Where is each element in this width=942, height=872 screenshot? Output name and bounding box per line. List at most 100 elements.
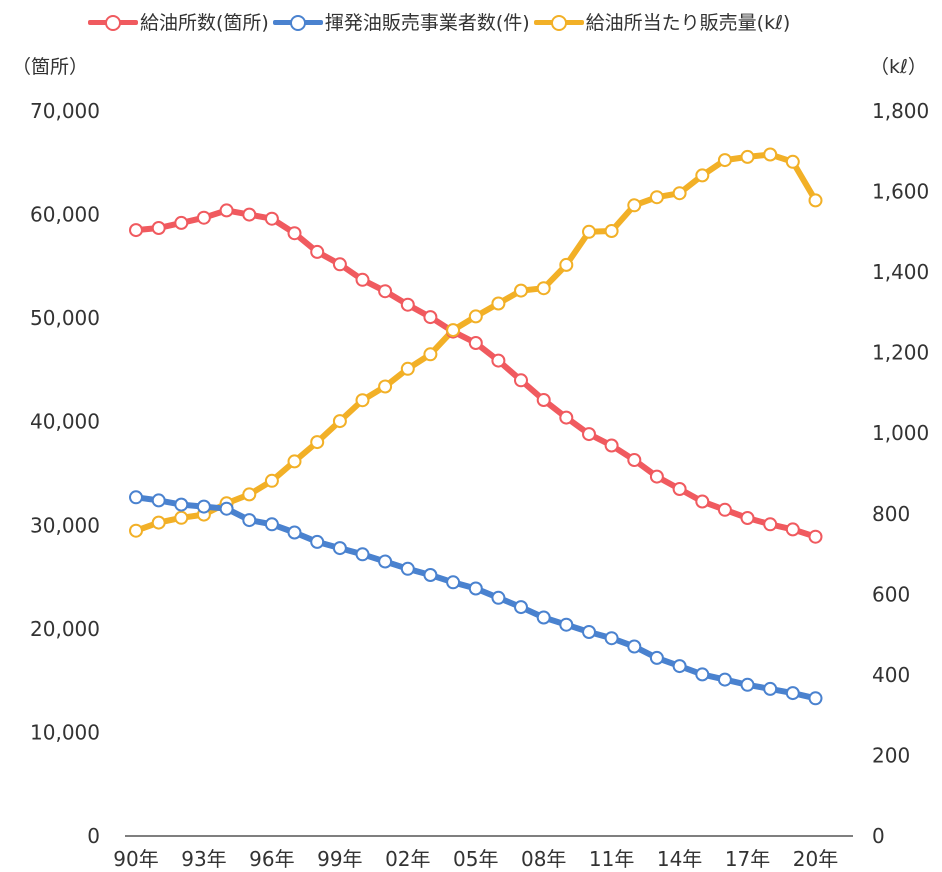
x-axis-ticks: 90年 93年 96年 99年 02年 05年 08年 11年 14年 17年 20年 bbox=[113, 847, 838, 871]
data-point bbox=[174, 510, 189, 525]
data-point bbox=[310, 534, 325, 549]
data-point bbox=[423, 568, 438, 582]
data-point bbox=[604, 438, 619, 453]
data-point bbox=[242, 487, 257, 502]
x-tick-label: 02年 bbox=[385, 847, 430, 871]
data-point bbox=[582, 224, 596, 239]
data-point bbox=[264, 473, 279, 488]
series-group bbox=[129, 147, 823, 706]
left-tick-label: 40,000 bbox=[30, 410, 100, 434]
data-point bbox=[355, 547, 370, 562]
right-tick-label: 1,400 bbox=[872, 260, 929, 284]
data-point bbox=[378, 554, 393, 569]
right-tick-label: 1,600 bbox=[872, 180, 929, 204]
data-point bbox=[536, 281, 551, 296]
data-point bbox=[740, 149, 755, 164]
data-point bbox=[559, 617, 574, 632]
data-point bbox=[151, 515, 166, 530]
data-point bbox=[740, 677, 755, 692]
data-point bbox=[287, 226, 302, 241]
data-point bbox=[400, 561, 415, 576]
data-point bbox=[468, 336, 483, 350]
legend-swatch-retailers bbox=[272, 12, 323, 32]
legend-label-stations: 給油所数(箇所) bbox=[140, 12, 269, 34]
data-point bbox=[627, 453, 642, 467]
data-point bbox=[536, 610, 551, 625]
data-point bbox=[491, 590, 506, 605]
data-point bbox=[378, 379, 393, 394]
data-point bbox=[672, 659, 687, 674]
data-point bbox=[400, 297, 415, 312]
data-point bbox=[717, 672, 732, 687]
data-point bbox=[604, 631, 619, 646]
data-point bbox=[763, 147, 778, 162]
chart-legend: 給油所数(箇所) 揮発油販売事業者数(件) 給油所当たり販売量(kℓ) bbox=[88, 8, 794, 35]
x-tick-label: 93年 bbox=[181, 847, 226, 871]
legend-swatch-sales-per-station bbox=[533, 12, 584, 32]
data-point bbox=[174, 215, 189, 230]
right-tick-label: 200 bbox=[872, 743, 910, 767]
right-tick-label: 0 bbox=[872, 824, 885, 848]
series-line bbox=[133, 207, 819, 540]
data-point bbox=[151, 221, 166, 235]
data-point bbox=[423, 310, 438, 325]
left-axis-unit: （箇所） bbox=[12, 56, 89, 78]
data-point bbox=[536, 393, 551, 407]
data-point bbox=[582, 427, 596, 442]
data-point bbox=[649, 190, 664, 205]
data-point bbox=[627, 639, 642, 654]
data-point bbox=[400, 361, 415, 376]
data-point bbox=[785, 154, 800, 169]
x-tick-label: 17年 bbox=[725, 847, 770, 871]
data-point bbox=[423, 347, 438, 362]
legend-label-retailers: 揮発油販売事業者数(件) bbox=[324, 12, 530, 34]
right-tick-label: 600 bbox=[872, 582, 910, 606]
legend-item-sales-per-station: 給油所当たり販売量(kℓ) bbox=[533, 8, 791, 35]
data-point bbox=[808, 691, 823, 706]
data-point bbox=[695, 168, 710, 183]
data-point bbox=[491, 353, 506, 368]
data-point bbox=[582, 625, 596, 639]
x-tick-label: 20年 bbox=[793, 847, 838, 871]
series-line bbox=[133, 494, 819, 702]
data-point bbox=[332, 541, 347, 556]
data-point bbox=[491, 296, 506, 311]
data-point bbox=[287, 525, 302, 540]
data-point bbox=[468, 581, 483, 596]
left-tick-label: 60,000 bbox=[30, 203, 100, 227]
x-tick-label: 90年 bbox=[113, 847, 158, 871]
legend-item-stations: 給油所数(箇所) bbox=[88, 8, 269, 35]
right-tick-label: 1,000 bbox=[872, 421, 929, 445]
x-tick-label: 96年 bbox=[249, 847, 294, 871]
data-point bbox=[355, 393, 370, 408]
x-tick-label: 11年 bbox=[589, 847, 634, 871]
right-axis-ticks: 0 200 400 600 800 1,000 1,200 1,400 1,600 1,800 bbox=[872, 99, 929, 848]
data-point bbox=[129, 490, 143, 505]
legend-label-sales-per-station: 給油所当たり販売量(kℓ) bbox=[585, 12, 791, 34]
left-tick-label: 70,000 bbox=[30, 99, 100, 123]
legend-item-retailers: 揮発油販売事業者数(件) bbox=[272, 8, 530, 35]
data-point bbox=[763, 517, 778, 532]
data-point bbox=[310, 435, 325, 450]
right-tick-label: 1,800 bbox=[872, 99, 929, 123]
left-tick-label: 30,000 bbox=[30, 513, 100, 537]
data-point bbox=[196, 499, 211, 514]
data-point bbox=[514, 283, 528, 298]
right-tick-label: 400 bbox=[872, 663, 910, 687]
data-point bbox=[785, 686, 800, 701]
data-point bbox=[649, 650, 664, 665]
data-point bbox=[242, 513, 257, 528]
data-point bbox=[151, 493, 166, 508]
data-point bbox=[129, 523, 143, 538]
data-point bbox=[129, 223, 143, 238]
left-tick-label: 10,000 bbox=[30, 720, 100, 744]
data-point bbox=[672, 482, 687, 496]
data-point bbox=[695, 667, 710, 682]
data-point bbox=[672, 186, 687, 201]
left-tick-label: 50,000 bbox=[30, 306, 100, 330]
data-point bbox=[604, 224, 619, 238]
data-point bbox=[649, 469, 664, 484]
x-tick-label: 14年 bbox=[657, 847, 702, 871]
data-point bbox=[264, 517, 279, 532]
